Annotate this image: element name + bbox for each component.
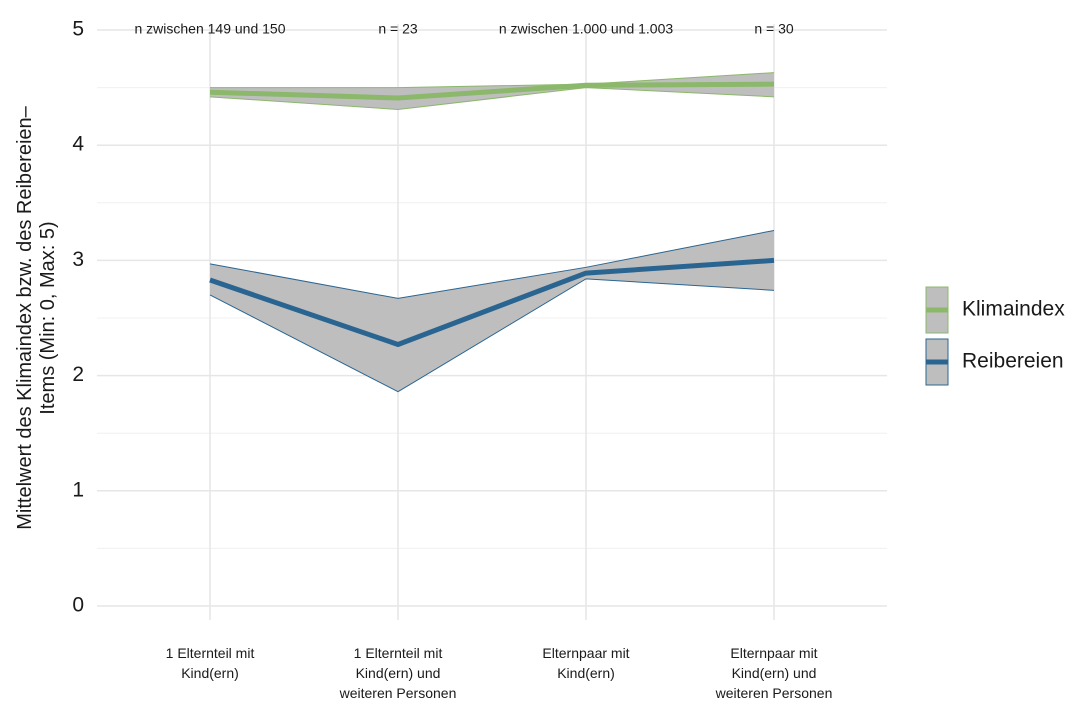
line — [209, 257, 775, 347]
x-tick-label: 1 Elternteil mit Kind(ern) und weiteren Pe… — [339, 645, 457, 701]
y-axis-label-line: Mittelwert des Klimaindex bzw. des Reibe… — [14, 105, 36, 529]
x-tick-label-line: Kind(ern) — [181, 665, 239, 681]
y-axis-label: Mittelwert des Klimaindex bzw. des Reibe… — [14, 105, 59, 529]
x-tick-label-line: Kind(ern) und — [356, 665, 441, 681]
ribbon-upper — [209, 229, 775, 299]
annotation: n zwischen 149 und 150 — [135, 21, 286, 37]
x-tick-label-line: Elternpaar mit — [542, 645, 629, 661]
ribbon-lower — [209, 87, 775, 110]
annotation: n zwischen 1.000 und 1.003 — [499, 21, 674, 37]
x-tick-label-line: 1 Elternteil mit — [166, 645, 255, 661]
x-tick-label-line: Kind(ern) — [557, 665, 615, 681]
x-tick-label: Elternpaar mit Kind(ern) — [542, 645, 629, 681]
x-tick-label-line: weiteren Personen — [715, 685, 833, 701]
y-axis-label-line: Items (Min: 0, Max: 5) — [37, 221, 59, 414]
x-tick-label-line: weiteren Personen — [339, 685, 457, 701]
line — [209, 81, 775, 101]
y-tick-label: 2 — [72, 363, 84, 386]
annotation: n = 23 — [378, 21, 418, 37]
x-tick-label: 1 Elternteil mit Kind(ern) — [166, 645, 255, 681]
x-tick-label-line: Elternpaar mit — [730, 645, 817, 661]
x-tick-label-line: Kind(ern) und — [732, 665, 817, 681]
legend-label: Klimaindex — [962, 298, 1065, 321]
y-tick-label: 4 — [72, 133, 84, 156]
y-tick-label: 3 — [72, 248, 84, 271]
ribbon-upper — [210, 72, 775, 89]
y-tick-label: 0 — [72, 594, 84, 617]
legend-label: Reibereien — [962, 350, 1064, 373]
x-tick-label-line: 1 Elternteil mit — [354, 645, 443, 661]
annotation: n = 30 — [754, 21, 794, 37]
y-tick-label: 1 — [72, 478, 84, 501]
x-tick-label: Elternpaar mit Kind(ern) und weiteren Pers… — [715, 645, 833, 701]
ribbon-lower — [209, 278, 775, 393]
y-tick-label: 5 — [72, 18, 84, 41]
